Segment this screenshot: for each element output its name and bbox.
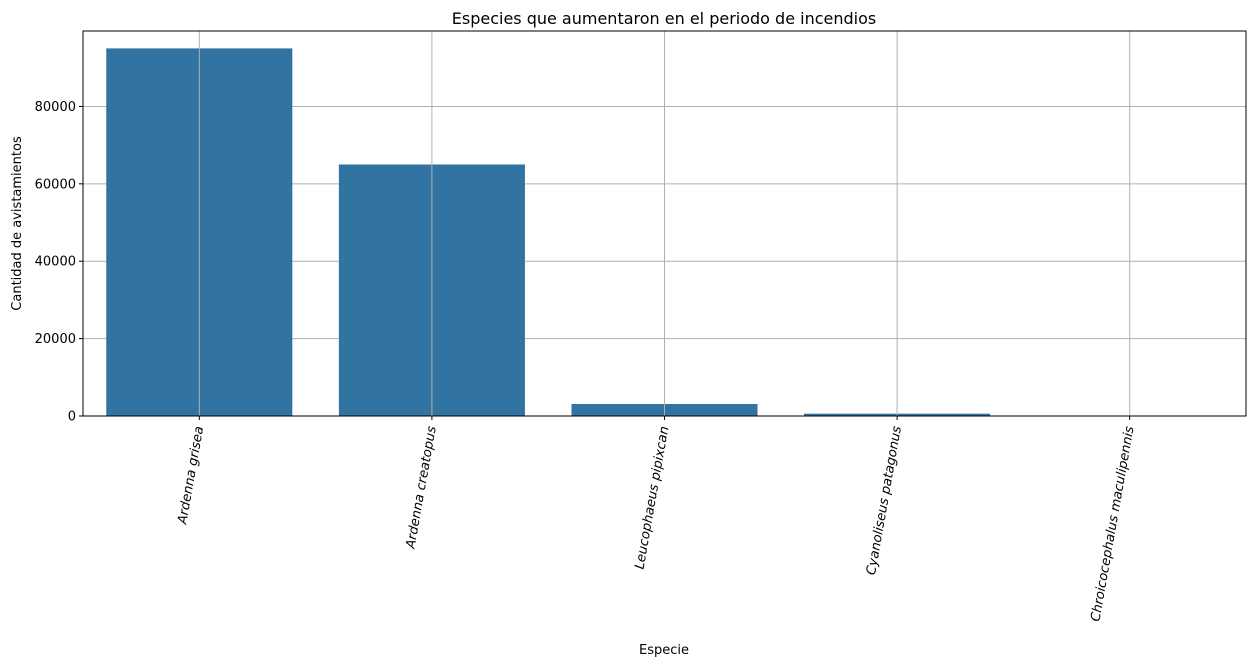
y-axis: 0 20000 40000 60000 80000	[35, 100, 83, 425]
y-tick-label: 60000	[35, 177, 76, 192]
x-tick-label: Ardenna grisea	[175, 425, 207, 526]
x-axis: Ardenna grisea Ardenna creatopus Leucophae…	[175, 416, 1138, 623]
x-tick-label: Leucophaeus pipixcan	[632, 425, 672, 570]
x-tick-label: Ardenna creatopus	[403, 425, 439, 551]
x-tick-label: Cyanoliseus patagonus	[864, 425, 905, 576]
x-axis-label: Especie	[639, 643, 689, 658]
y-tick-label: 40000	[35, 255, 76, 270]
chart-title: Especies que aumentaron en el periodo de…	[452, 9, 876, 28]
y-axis-label: Cantidad de avistamientos	[10, 136, 25, 311]
y-tick-label: 80000	[35, 100, 76, 115]
x-tick-label: Chroicocephalus maculipennis	[1088, 425, 1137, 623]
y-tick-label: 20000	[35, 332, 76, 347]
y-tick-label: 0	[68, 410, 76, 425]
